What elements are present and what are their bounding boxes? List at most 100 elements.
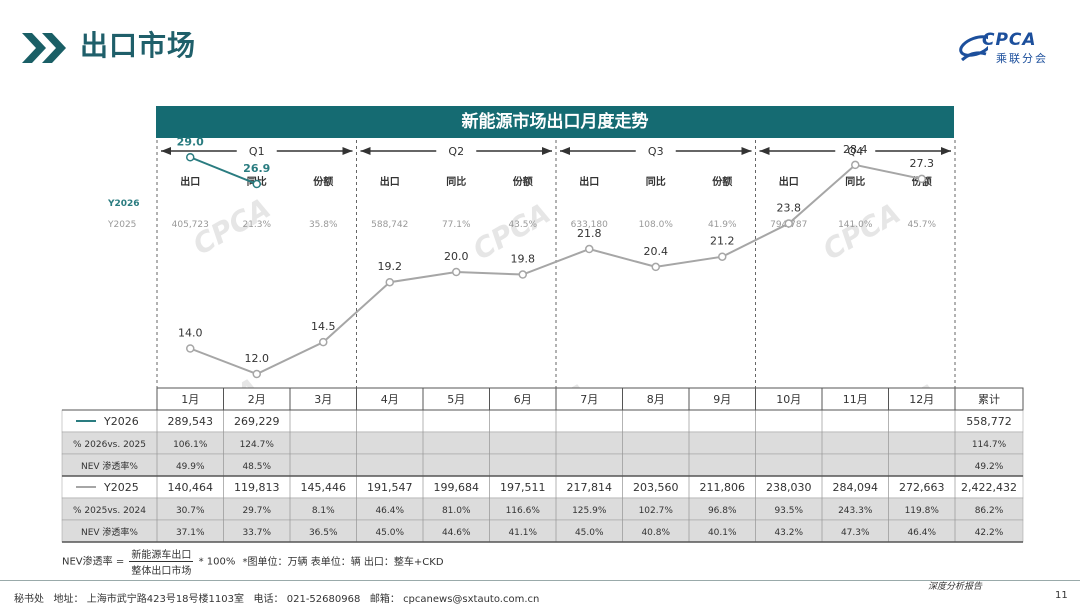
table-value: 45.0% (375, 528, 404, 538)
data-point (186, 153, 195, 162)
table-value: 243.3% (838, 506, 873, 516)
table-total-value: 86.2% (975, 506, 1004, 516)
data-label: 19.8 (511, 253, 536, 266)
quarter-stat-2025: 21.3% (242, 220, 271, 230)
table-value: 40.8% (641, 528, 670, 538)
table-value: 211,806 (700, 481, 746, 494)
table-value: 40.1% (708, 528, 737, 538)
month-tick-label: 4月 (381, 393, 399, 406)
data-point (319, 337, 328, 347)
month-tick-label: 9月 (713, 393, 731, 406)
data-point (186, 344, 195, 353)
table-value: 119,813 (234, 481, 280, 494)
table-value: 29.7% (242, 506, 271, 516)
quarter-stat-2025: 41.9% (708, 220, 737, 230)
quarter-col-header: 出口 (180, 175, 200, 188)
table-value: 269,229 (234, 415, 280, 428)
quarter-col-header: 出口 (579, 175, 599, 188)
data-label: 29.0 (177, 135, 204, 148)
footer-divider (0, 580, 1080, 581)
formula-block: NEV渗透率 = 新能源车出口 整体出口市场 * 100% *图单位：万辆 表单… (62, 546, 444, 577)
data-label: 14.5 (311, 320, 336, 333)
table-value: 116.6% (506, 506, 541, 516)
quarter-col-header: 出口 (779, 175, 799, 188)
formula-lhs: NEV渗透率 = (62, 556, 125, 568)
page-number: 11 (1055, 590, 1068, 601)
table-value: 124.7% (240, 440, 275, 450)
quarter-col-header: 份额 (712, 175, 732, 188)
table-value: 46.4% (375, 506, 404, 516)
arrow-left-icon (560, 147, 570, 155)
series-line-Y2026 (189, 156, 258, 185)
arrow-left-icon (161, 147, 171, 155)
table-value: 93.5% (774, 506, 803, 516)
table-total-value: 558,772 (966, 415, 1012, 428)
quarter-label: Q2 (448, 145, 464, 158)
table-value: 140,464 (168, 481, 214, 494)
data-point (518, 270, 527, 279)
formula-denominator: 整体出口市场 (131, 566, 192, 577)
row-label: NEV 渗透率% (81, 460, 138, 472)
table-value: 238,030 (766, 481, 812, 494)
month-tick-label: 10月 (776, 393, 801, 406)
quarter-row-label-2026: Y2026 (107, 199, 140, 209)
formula-notes: *图单位：万辆 表单位：辆 出口：整车+CKD (242, 556, 444, 568)
data-point (252, 369, 261, 379)
table-total-value: 2,422,432 (961, 481, 1017, 494)
data-point (585, 244, 594, 254)
data-label: 20.0 (444, 250, 469, 263)
data-label: 14.0 (178, 327, 203, 340)
data-point (917, 174, 926, 184)
table-row-bg (62, 454, 1023, 476)
quarter-col-header: 份额 (313, 175, 333, 188)
footer-contact: 秘书处 地址： 上海市武宁路423号18号楼1103室 电话： 021-5268… (14, 590, 539, 605)
logo-subtext: 乘联分会 (996, 52, 1048, 65)
quarter-row-label-2025: Y2025 (107, 220, 136, 230)
data-label: 12.0 (245, 352, 270, 365)
table-value: 272,663 (899, 481, 945, 494)
data-point (252, 179, 261, 189)
footer-address: 上海市武宁路423号18号楼1103室 (86, 594, 244, 605)
footer-email: cpcanews@sxtauto.com.cn (403, 594, 540, 605)
quarter-stat-2025: 141.0% (838, 220, 873, 230)
table-value: 33.7% (242, 528, 271, 538)
month-tick-label: 5月 (447, 393, 465, 406)
table-value: 81.0% (442, 506, 471, 516)
row-label: NEV 渗透率% (81, 526, 138, 538)
table-value: 203,560 (633, 481, 679, 494)
series-line-Y2025 (189, 163, 922, 376)
table-value: 96.8% (708, 506, 737, 516)
formula-factor: * 100% (198, 556, 236, 568)
quarter-stat-2025: 35.8% (309, 220, 338, 230)
data-label: 21.2 (710, 235, 735, 248)
table-value: 41.1% (508, 528, 537, 538)
footer-address-label: 地址： (53, 594, 84, 605)
quarter-stat-2025: 77.1% (442, 220, 471, 230)
quarter-stat-2025: 45.7% (907, 220, 936, 230)
footer-phone-label: 电话： (253, 594, 284, 605)
quarter-label: Q1 (249, 145, 265, 158)
data-label: 23.8 (777, 202, 802, 215)
data-point (784, 219, 793, 228)
arrow-left-icon (759, 147, 770, 155)
chevron-icon (22, 33, 66, 63)
quarter-col-header: 同比 (446, 175, 466, 188)
footer-email-label: 邮箱： (369, 594, 400, 605)
footer-office: 秘书处 (14, 594, 44, 605)
data-label: 28.4 (843, 143, 868, 156)
footer-phone: 021-52680968 (286, 594, 361, 605)
data-label: 26.9 (243, 162, 270, 175)
table-value: 44.6% (442, 528, 471, 538)
data-label: 20.4 (644, 245, 669, 258)
quarter-label: Q4 (847, 145, 863, 158)
quarter-label: Q3 (648, 145, 664, 158)
table-value: 106.1% (173, 440, 208, 450)
arrow-right-icon (342, 147, 353, 155)
arrow-right-icon (542, 147, 552, 155)
month-tick-label: 12月 (909, 393, 934, 406)
quarter-col-header: 出口 (380, 175, 400, 188)
row-label: % 2026vs. 2025 (73, 440, 146, 450)
month-tick-label: 11月 (843, 393, 868, 406)
data-label: 21.8 (577, 227, 602, 240)
